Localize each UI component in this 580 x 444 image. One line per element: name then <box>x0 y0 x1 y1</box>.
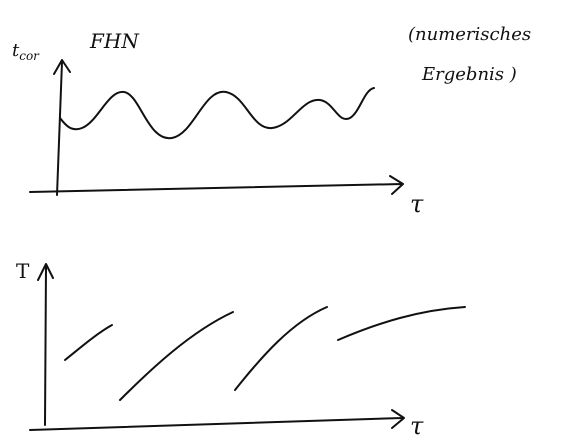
x-label: τ <box>410 190 424 218</box>
segment <box>65 325 112 360</box>
y-label: T <box>16 259 30 283</box>
title: FHN <box>89 29 140 53</box>
curve <box>60 88 374 138</box>
y-axis <box>38 264 53 425</box>
sketch: tcor FHN (numerisches Ergebnis ) τ T τ <box>0 0 580 444</box>
segment <box>120 312 233 400</box>
segment <box>235 307 327 390</box>
y-label-sub: cor <box>19 49 40 63</box>
note-line-2: Ergebnis ) <box>421 64 517 85</box>
note-line-1: (numerisches <box>408 24 531 45</box>
x-axis <box>30 176 403 194</box>
y-label: tcor <box>12 40 40 63</box>
top-plot: tcor FHN (numerisches Ergebnis ) τ <box>12 24 531 218</box>
bottom-plot: T τ <box>16 259 465 440</box>
x-label: τ <box>410 412 424 440</box>
segment <box>338 307 465 340</box>
y-axis <box>54 60 70 195</box>
x-axis <box>30 410 404 430</box>
